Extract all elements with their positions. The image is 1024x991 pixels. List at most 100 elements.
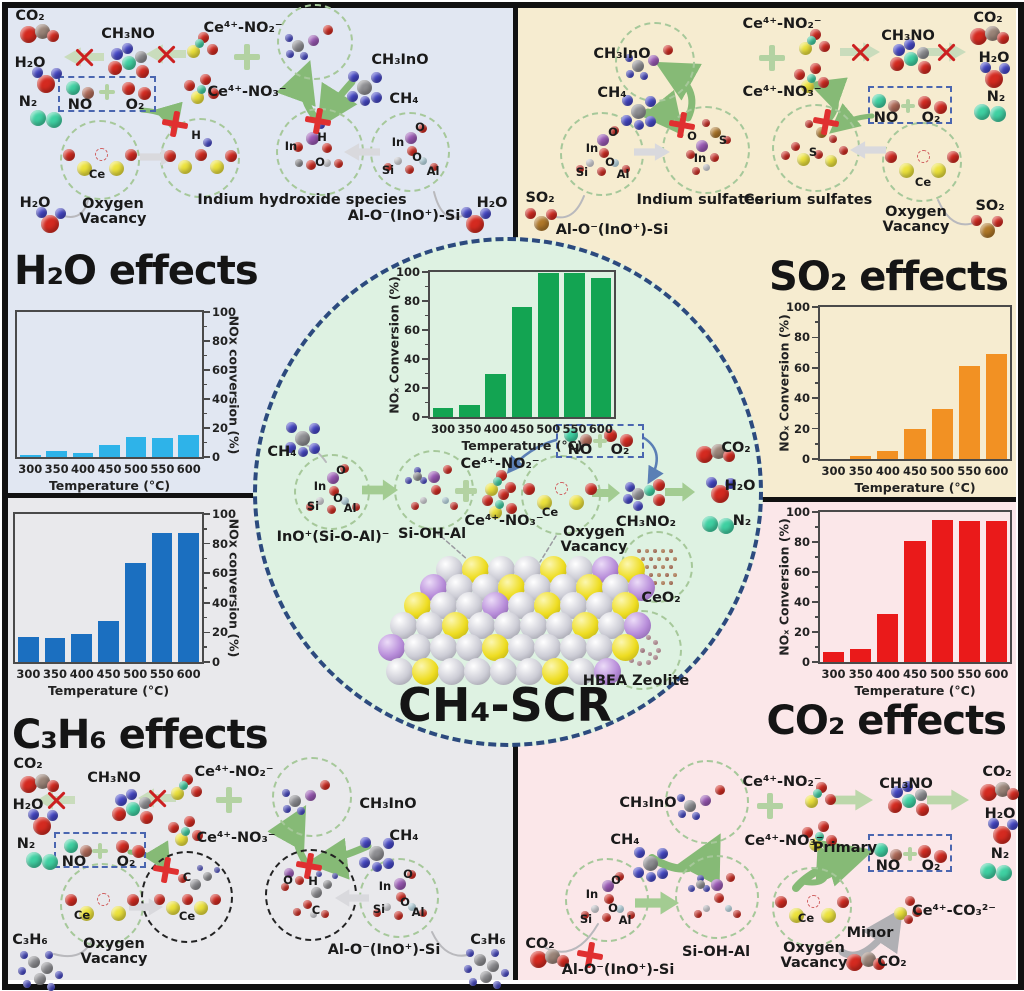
atom-cesitev [585, 483, 597, 495]
atom-cesitev [63, 149, 75, 161]
atom-coh [309, 910, 317, 918]
atom-insite [373, 909, 381, 917]
atom-o2 [917, 844, 931, 858]
atom-ch3no [139, 810, 153, 824]
tick-mark [815, 646, 818, 648]
atom-insite [316, 497, 324, 505]
atom-ceo2nano [648, 556, 654, 562]
chem-label: O₂ [921, 858, 941, 874]
tick-mark [815, 586, 818, 588]
atom-ceno3 [817, 820, 829, 832]
atom-cesitev [898, 162, 914, 178]
chem-label: CeO₂ [641, 590, 681, 606]
blocked-x-icon [935, 41, 957, 63]
atom-ceno3 [505, 502, 517, 514]
atom-inoh [322, 143, 332, 153]
atom-ceo2nano [668, 580, 674, 586]
atom-ch3no [903, 38, 915, 50]
atom-ceo2nano [660, 548, 666, 554]
atom-ch3ino [282, 789, 290, 797]
atom-ceno3 [183, 815, 195, 827]
sphere-support [464, 658, 491, 685]
chem-label: CH₄ [389, 828, 419, 844]
atom-h2o [50, 67, 62, 79]
atom-cesitev [125, 149, 137, 161]
y-tick-label: 40 [212, 595, 229, 610]
atom-sioh [711, 879, 723, 891]
atom-ceno2 [194, 38, 204, 48]
chem-label: Ce⁴⁺-NO₃⁻ [742, 84, 822, 100]
atom-sioh [419, 476, 427, 484]
atom-ceo2nano [652, 580, 658, 586]
chem-label: C₃H₆ [12, 932, 48, 948]
sphere-support [508, 634, 535, 661]
tick-mark [815, 412, 818, 415]
chem-label: Indium sulfates [636, 192, 764, 208]
atom-ch4 [370, 71, 382, 83]
atom-ch3ino [663, 45, 673, 55]
chem-label: Ce⁴⁺-NO₃⁻ [207, 84, 287, 100]
chem-label: CH₄ [610, 832, 640, 848]
atom-sioh [441, 496, 449, 504]
plus-icon [92, 843, 108, 859]
atom-ceno3 [190, 90, 204, 104]
atom-h2o [33, 817, 51, 835]
atom-label: Si [306, 499, 320, 513]
sphere-support [560, 634, 587, 661]
atom-insite [404, 164, 414, 174]
tick-mark [815, 382, 818, 384]
reaction-site-circle [141, 851, 233, 943]
plus-icon [234, 44, 260, 70]
atom-insite [596, 166, 606, 176]
chem-label: H₂O [19, 195, 51, 211]
atom-coh [281, 883, 289, 891]
atom-sioh [450, 502, 458, 510]
chem-label: CH₃InO [593, 46, 651, 62]
atom-h2o [979, 61, 991, 73]
atom-h2o [724, 477, 736, 489]
atom-so2 [533, 215, 549, 231]
atom-h2o [466, 215, 484, 233]
atom-insite [601, 912, 611, 922]
atom-cec [153, 893, 165, 905]
atom-co2 [34, 23, 50, 39]
x-tick-label: 400 [69, 667, 94, 681]
x-tick-label: 350 [848, 667, 873, 681]
atom-h2o [41, 215, 59, 233]
x-tick-label: 400 [875, 667, 900, 681]
chem-label: O₂ [610, 442, 630, 458]
atom-sioh [702, 904, 710, 912]
atom-co2 [47, 30, 59, 42]
chem-label: O₂ [125, 97, 145, 113]
atom-ch4 [347, 70, 359, 82]
atom-no [80, 845, 92, 857]
atom-n2 [702, 516, 718, 532]
sphere-cerium [412, 658, 439, 685]
y-tick-label: 60 [793, 360, 810, 375]
x-tick-label: 350 [457, 422, 482, 436]
x-tick-label: 350 [44, 462, 69, 476]
y-axis-title: NOx conversion (%) [226, 518, 242, 658]
atom-inoh [323, 159, 331, 167]
chem-label: Cerium sulfates [743, 192, 873, 208]
atom-cec [177, 873, 187, 883]
tick-mark [812, 367, 818, 369]
sphere-indium [594, 658, 621, 685]
atom-ch4 [356, 79, 372, 95]
atom-hsite [195, 149, 207, 161]
plus-icon [901, 99, 915, 113]
atom-ceo2nano [644, 548, 650, 554]
atom-ch4 [370, 91, 382, 103]
atom-ceno2 [197, 31, 209, 43]
atom-ch3no [135, 51, 147, 63]
atom-co2 [969, 27, 987, 45]
tick-mark [815, 526, 818, 528]
atom-o2 [917, 95, 931, 109]
atom-insite [627, 911, 635, 919]
atom-insulf [696, 140, 708, 152]
atom-hbea [648, 652, 652, 656]
chem-label: InO⁺(Si-O-Al)⁻ [276, 529, 390, 545]
atom-h2o [54, 207, 66, 219]
atom-ch3no [121, 42, 133, 54]
